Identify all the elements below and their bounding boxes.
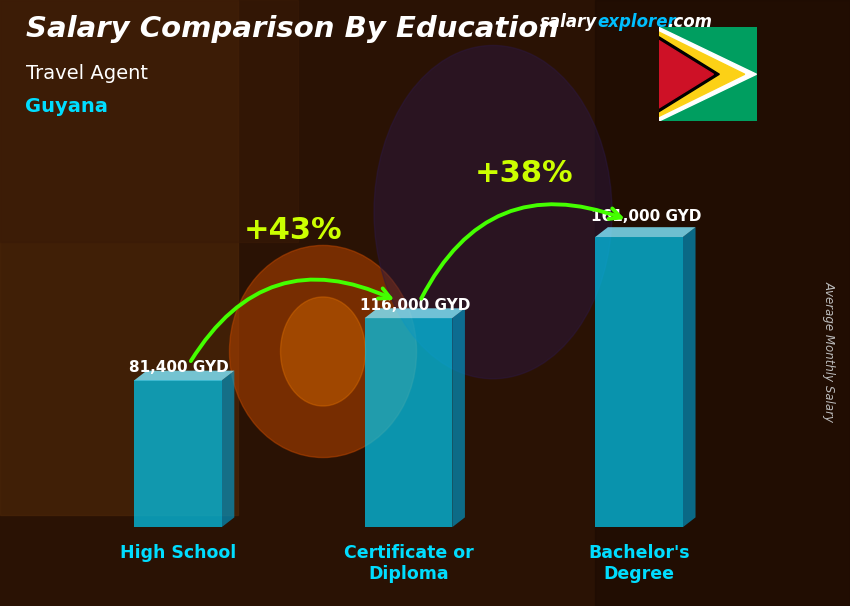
Text: +43%: +43% xyxy=(244,216,343,245)
Polygon shape xyxy=(595,227,695,237)
Bar xyxy=(0,0,298,242)
Text: 116,000 GYD: 116,000 GYD xyxy=(360,298,470,313)
Text: explorer: explorer xyxy=(598,13,677,32)
Ellipse shape xyxy=(230,245,416,458)
Polygon shape xyxy=(683,227,695,527)
Bar xyxy=(0,0,238,515)
Bar xyxy=(365,318,452,527)
Polygon shape xyxy=(134,371,235,381)
Polygon shape xyxy=(222,371,235,527)
Text: Salary Comparison By Education: Salary Comparison By Education xyxy=(26,15,558,43)
Polygon shape xyxy=(659,27,756,121)
Text: Travel Agent: Travel Agent xyxy=(26,64,148,82)
Bar xyxy=(134,381,222,527)
Text: +38%: +38% xyxy=(474,159,573,187)
Polygon shape xyxy=(659,36,719,112)
Text: Guyana: Guyana xyxy=(26,97,109,116)
Bar xyxy=(595,237,683,527)
Polygon shape xyxy=(452,308,465,527)
Text: Average Monthly Salary: Average Monthly Salary xyxy=(822,281,836,422)
Ellipse shape xyxy=(374,45,612,379)
Text: salary: salary xyxy=(540,13,597,32)
Bar xyxy=(595,0,850,606)
Ellipse shape xyxy=(280,297,366,406)
Polygon shape xyxy=(659,41,713,108)
Text: 161,000 GYD: 161,000 GYD xyxy=(591,208,701,224)
Text: 81,400 GYD: 81,400 GYD xyxy=(129,360,230,375)
Polygon shape xyxy=(365,308,465,318)
Text: .com: .com xyxy=(667,13,712,32)
Polygon shape xyxy=(659,32,745,116)
